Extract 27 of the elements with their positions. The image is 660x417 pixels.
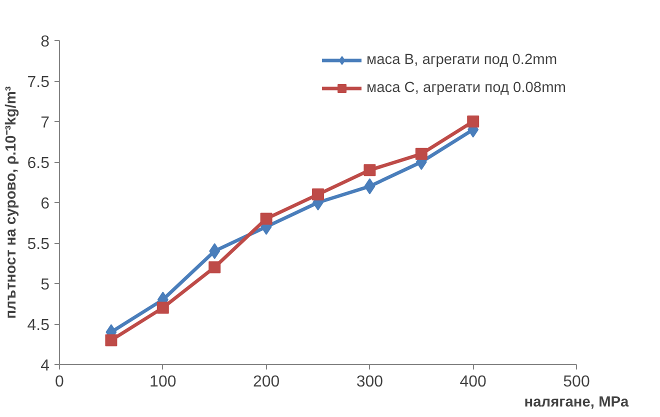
legend-label: маса C, агрегати под 0.08mm [366,80,566,96]
point [312,188,324,200]
x-tick-label: 300 [356,374,384,390]
x-tick-label: 400 [460,374,487,390]
x-tick-label: 500 [563,374,590,390]
x-tick-label: 0 [55,374,64,390]
y-tick-label: 6 [40,196,50,212]
point [415,148,428,160]
point [208,261,221,274]
legend-label: маса B, агрегати под 0.2mm [366,52,558,68]
y-axis-title: плътност на сурово, ρ.10⁻³kg/m³ [3,86,20,319]
x-tick-label: 100 [150,374,176,390]
point [105,334,118,346]
y-tick-label: 4 [40,358,50,374]
y-tick-label: 5 [40,276,50,294]
y-tick-label: 5.5 [27,236,50,253]
y-tick-label: 8 [40,34,50,50]
y-tick-label: 6.5 [27,155,50,172]
x-tick-label: 200 [252,374,280,390]
x-axis-title: налягане, MPa [524,394,630,410]
y-tick-label: 7 [40,114,50,132]
point [364,164,376,176]
y-tick-label: 4.5 [27,317,50,334]
point [156,302,169,314]
point [467,116,480,128]
y-tick-label: 7.5 [27,74,50,91]
point [260,212,272,225]
